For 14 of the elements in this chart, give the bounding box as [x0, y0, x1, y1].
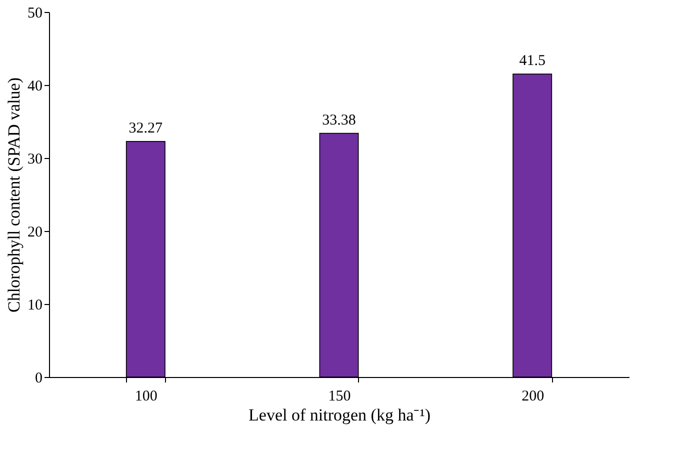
data-label: 32.27 — [128, 120, 164, 136]
x-tick-label: 200 — [522, 388, 544, 404]
data-label: 33.38 — [322, 112, 356, 128]
y-tick-label: 30 — [28, 152, 42, 168]
x-axis-title: Level of nitrogen (kg ha⁻¹) — [248, 406, 430, 424]
y-tick-label: 50 — [28, 6, 42, 22]
y-tick-label: 10 — [28, 298, 42, 314]
y-axis-title: Chlorophyll content (SPAD value) — [4, 78, 24, 312]
x-tick-label: 150 — [328, 388, 351, 404]
y-tick-label: 20 — [28, 224, 42, 240]
data-label: 41.5 — [519, 53, 546, 70]
y-tick-label: 0 — [35, 370, 42, 386]
y-tick-label: 40 — [28, 78, 42, 94]
x-tick-label: 100 — [134, 388, 158, 404]
